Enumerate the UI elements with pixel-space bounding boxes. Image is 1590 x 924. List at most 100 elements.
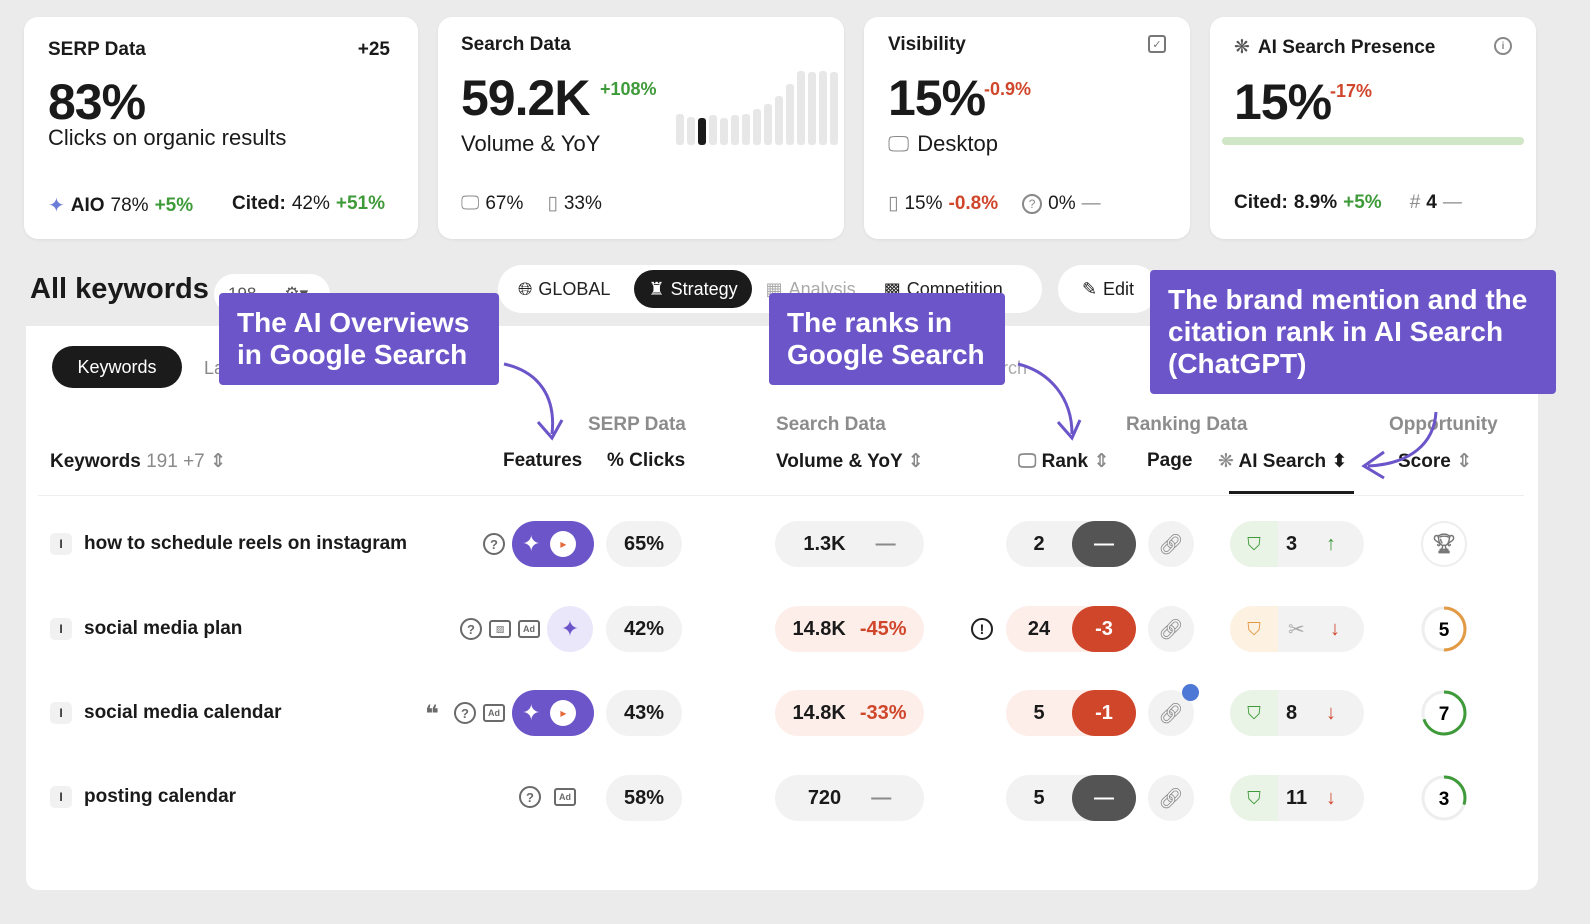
ai-search-chip: ⛉ 11 ↓ xyxy=(1230,775,1364,821)
link-icon[interactable]: 🔗︎ xyxy=(1148,521,1194,567)
search-card-devices: 🖵 67% ▯ 33% xyxy=(461,192,602,215)
aio-feature-badge[interactable]: ✦ ▸ xyxy=(512,521,594,567)
sort-desc-icon[interactable]: ⬍ xyxy=(1331,451,1348,472)
ai-presence-bar-fill xyxy=(1222,137,1524,145)
arrow-down-icon: ↓ xyxy=(1326,786,1336,809)
volume-chip: 1.3K — xyxy=(775,521,924,567)
aio-feature-badge[interactable]: ✦ xyxy=(547,606,593,652)
ai-card-title-text: AI Search Presence xyxy=(1257,36,1436,58)
score-header[interactable]: Score ⇕ xyxy=(1398,450,1472,473)
edit-label: Edit xyxy=(1103,278,1135,299)
sparkline-bar xyxy=(797,71,805,145)
mobile-visibility-delta: -0.8% xyxy=(948,192,999,214)
ai-search-presence-card: ❋ AI Search Presence i 15% -17% Cited: 8… xyxy=(1210,17,1536,239)
page-header[interactable]: Page xyxy=(1147,450,1193,471)
volume-sparkline xyxy=(676,71,838,145)
sparkline-bar xyxy=(709,115,717,145)
visibility-card-subtitle: 🖵 Desktop xyxy=(888,131,998,157)
question-icon: ? xyxy=(454,702,476,724)
rank-value: 24 xyxy=(1027,617,1051,640)
ai-rank-delta: — xyxy=(1442,192,1462,213)
tab-strategy[interactable]: ♜ Strategy xyxy=(634,270,752,308)
volume-header-label: Volume & YoY xyxy=(776,451,903,472)
serp-card-title: SERP Data xyxy=(48,39,146,60)
search-card-delta: +108% xyxy=(600,79,657,99)
table-row[interactable]: I social media plan xyxy=(50,618,242,640)
calendar-check-icon[interactable]: ✓ xyxy=(1148,35,1166,53)
rank-delta: -3 xyxy=(1072,606,1136,652)
rank-delta: -1 xyxy=(1072,690,1136,736)
mobile-icon: ▯ xyxy=(547,193,558,214)
ai-search-header[interactable]: ❋ AI Search ⬍ xyxy=(1218,450,1347,473)
search-tab-fragment[interactable]: rch xyxy=(1002,358,1028,378)
row-handle-icon[interactable]: I xyxy=(50,533,72,555)
question-icon: ? xyxy=(483,533,505,555)
sparkline-bar xyxy=(698,118,706,145)
ai-cited-label: Cited: xyxy=(1234,192,1288,213)
clicks-header[interactable]: % Clicks xyxy=(607,450,686,471)
serp-card-value: 83% xyxy=(48,74,146,130)
volume-header[interactable]: Volume & YoY ⇕ xyxy=(776,450,924,473)
rank-value: 5 xyxy=(1033,701,1045,724)
ai-rank-value: 8 xyxy=(1286,701,1298,724)
table-row[interactable]: I posting calendar xyxy=(50,786,236,808)
serp-data-card: SERP Data +25 83% Clicks on organic resu… xyxy=(24,17,418,239)
sort-icon[interactable]: ⇕ xyxy=(1456,451,1473,472)
cited-delta: +51% xyxy=(335,193,385,214)
sort-icon[interactable]: ⇕ xyxy=(1093,451,1110,472)
keywords-header[interactable]: Keywords 191 +7 ⇕ xyxy=(50,450,226,473)
visibility-card-delta: -0.9% xyxy=(984,79,1032,99)
sparkline-bar xyxy=(819,71,827,145)
sparkline-bar xyxy=(676,114,684,145)
sparkline-bar xyxy=(764,104,772,145)
sort-icon[interactable]: ⇕ xyxy=(907,451,924,472)
rank-chip: 2 — xyxy=(1006,521,1136,567)
rank-chip: 24 -3 xyxy=(1006,606,1136,652)
cited-label: Cited: xyxy=(232,193,286,214)
visibility-card-value: 15% xyxy=(888,70,986,126)
info-icon[interactable]: i xyxy=(1494,37,1512,55)
volume-delta: -33% xyxy=(859,701,907,724)
volume-value: 1.3K xyxy=(803,532,846,555)
ai-cited-delta: +5% xyxy=(1343,192,1382,213)
aio-delta: +5% xyxy=(154,194,194,216)
edit-button[interactable]: ✎ Edit xyxy=(1058,265,1158,313)
row-handle-icon[interactable]: I xyxy=(50,618,72,640)
table-row[interactable]: I social media calendar xyxy=(50,702,282,724)
features-header[interactable]: Features xyxy=(503,450,583,471)
sparkle-icon: ✦ xyxy=(48,195,65,217)
question-icon: ? xyxy=(519,786,541,808)
aio-feature-badge[interactable]: ✦ ▸ xyxy=(512,690,594,736)
score-ring-progress xyxy=(1421,690,1467,736)
serp-card-count: +25 xyxy=(357,39,390,60)
link-icon[interactable]: 🔗︎ xyxy=(1148,606,1194,652)
keywords-header-count: 191 xyxy=(146,451,178,472)
keyword-text: social media plan xyxy=(84,618,243,639)
subtab-keywords[interactable]: Keywords xyxy=(52,346,182,388)
sparkline-bar xyxy=(775,96,783,145)
shield-check-icon: ⛉ xyxy=(1230,690,1278,736)
pencil-icon: ✎ xyxy=(1081,278,1098,299)
link-icon[interactable]: 🔗︎ xyxy=(1148,775,1194,821)
serp-group-header: SERP Data xyxy=(588,414,686,435)
ai-card-delta: -17% xyxy=(1330,81,1373,101)
arrow-down-icon: ↓ xyxy=(1326,701,1336,724)
score-value: 7 xyxy=(1439,704,1450,725)
rank-header[interactable]: 🖵 Rank ⇕ xyxy=(1018,450,1109,473)
volume-chip: 14.8K -45% xyxy=(775,606,924,652)
sparkline-bar xyxy=(720,118,728,145)
clicks-chip: 65% xyxy=(606,521,682,567)
tab-global[interactable]: 🌐︎ GLOBAL xyxy=(504,270,624,308)
search-group-header: Search Data xyxy=(776,414,886,435)
mobile-icon: ▯ xyxy=(888,193,899,214)
gemini-icon: ▸ xyxy=(550,700,577,726)
shield-off-icon: ⛉ xyxy=(1230,606,1278,652)
aio-value: 78% xyxy=(110,194,149,216)
volume-delta: -45% xyxy=(859,617,907,640)
sparkline-bar xyxy=(786,84,794,145)
row-handle-icon[interactable]: I xyxy=(50,786,72,808)
quote-icon: ❝ xyxy=(425,701,440,728)
sort-icon[interactable]: ⇕ xyxy=(210,451,226,472)
table-row[interactable]: I how to schedule reels on instagram xyxy=(50,533,407,555)
row-handle-icon[interactable]: I xyxy=(50,702,72,724)
